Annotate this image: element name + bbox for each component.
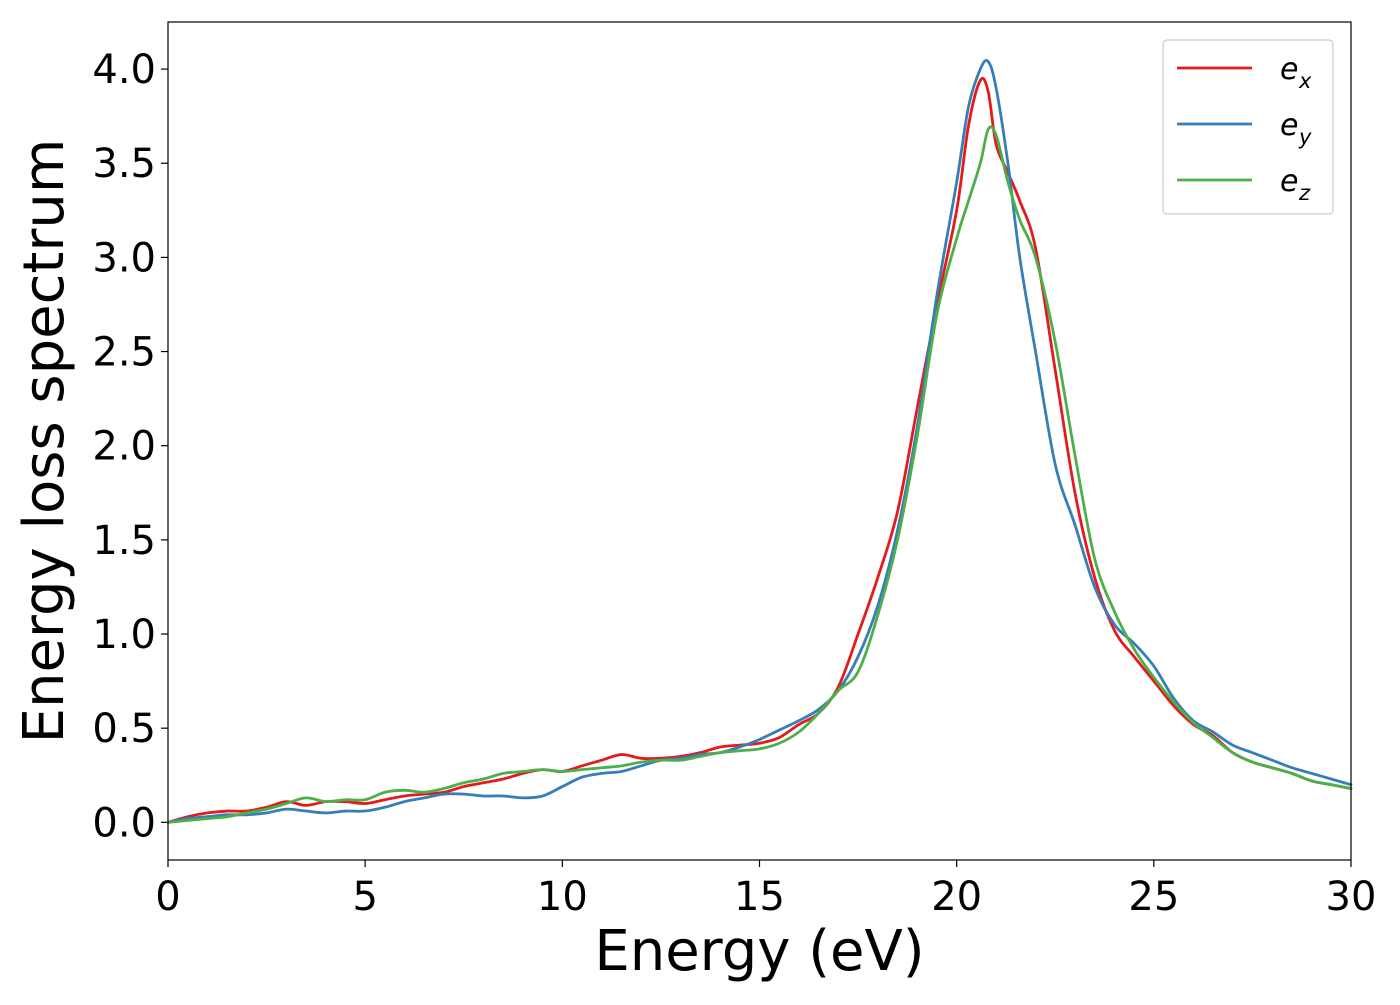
y-tick-label: 2.5 bbox=[92, 330, 156, 376]
legend-items: e xe ye z bbox=[1177, 52, 1312, 205]
x-tick-label: 0 bbox=[155, 874, 180, 920]
y-axis-title: Energy loss spectrum bbox=[12, 139, 77, 744]
legend-label: e bbox=[1280, 52, 1298, 87]
legend: e xe ye z bbox=[1162, 39, 1334, 215]
y-tick-label: 2.0 bbox=[92, 424, 156, 470]
legend-frame bbox=[1162, 39, 1334, 215]
x-tick-label: 5 bbox=[352, 874, 377, 920]
y-tick-label: 0.0 bbox=[92, 800, 156, 846]
y-tick-label: 3.0 bbox=[92, 235, 156, 281]
x-tick-label: 30 bbox=[1326, 874, 1377, 920]
series-line-e-z bbox=[166, 125, 1353, 824]
legend-label: e bbox=[1280, 164, 1298, 199]
y-tick-label: 4.0 bbox=[92, 47, 156, 93]
y-tick-label: 1.5 bbox=[92, 518, 156, 564]
series-line-e-x bbox=[166, 76, 1353, 824]
y-tick-label: 1.0 bbox=[92, 612, 156, 658]
legend-label-subscript: y bbox=[1298, 125, 1312, 149]
series-line-e-y bbox=[166, 58, 1353, 824]
x-tick-label: 15 bbox=[734, 874, 785, 920]
legend-label-subscript: x bbox=[1298, 69, 1312, 93]
y-tick-label: 0.5 bbox=[92, 706, 156, 752]
legend-label: e bbox=[1280, 108, 1298, 143]
x-tick-label: 10 bbox=[537, 874, 588, 920]
series-layer bbox=[166, 58, 1353, 824]
legend-label-subscript: z bbox=[1298, 181, 1311, 205]
y-tick-label: 3.5 bbox=[92, 141, 156, 187]
x-axis-title: Energy (eV) bbox=[594, 919, 924, 984]
plot-area-frame bbox=[167, 21, 1352, 861]
x-tick-label: 20 bbox=[931, 874, 982, 920]
x-tick-label: 25 bbox=[1128, 874, 1179, 920]
ticks-layer: 0 5 10 15 20 25 30 0.0 0.5 1.0 1.5 2.0 2.5 3.0 3.5 4.0 bbox=[92, 47, 1376, 920]
